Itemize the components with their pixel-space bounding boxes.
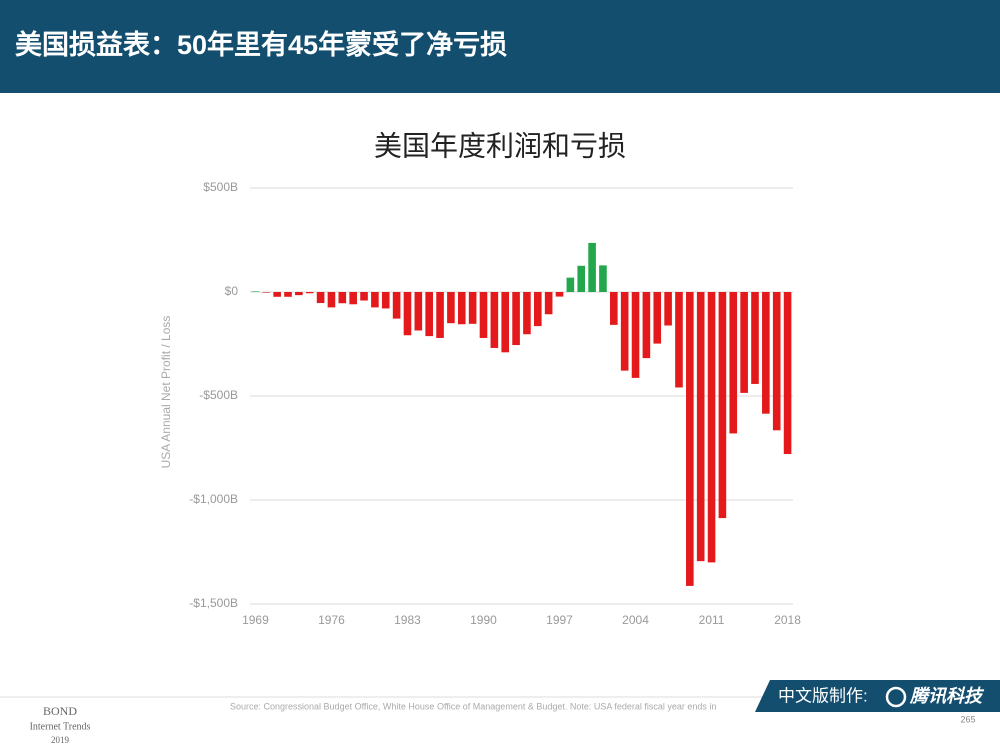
x-tick-label: 1990 [470, 613, 497, 627]
bar [610, 292, 618, 325]
bar [577, 265, 586, 292]
bar [425, 292, 433, 337]
bar [371, 292, 379, 308]
bar [501, 292, 510, 353]
year: 2019 [51, 735, 70, 745]
bar [436, 292, 444, 338]
bar [338, 292, 347, 304]
bar [718, 292, 727, 519]
x-tick-label: 1969 [242, 613, 269, 627]
x-tick-label: 1997 [546, 613, 573, 627]
bar [631, 292, 640, 378]
x-tick-label: 2011 [699, 613, 725, 627]
bar [544, 292, 553, 315]
x-tick-label: 2004 [622, 613, 649, 627]
bar [762, 292, 770, 414]
bar [620, 292, 629, 371]
brand: 腾讯科技 [909, 686, 985, 706]
bar [284, 292, 292, 297]
x-tick-label: 1983 [394, 613, 421, 627]
bar [696, 292, 705, 562]
x-tick-label: 1976 [318, 613, 345, 627]
bar [457, 292, 466, 325]
bar [523, 292, 531, 335]
bar [251, 291, 260, 292]
bar [664, 292, 672, 326]
bar [468, 292, 477, 324]
bar [675, 292, 683, 388]
page-number: 265 [960, 714, 975, 724]
bar [381, 292, 390, 309]
bar [490, 292, 499, 348]
y-tick-label: -$500B [199, 388, 238, 402]
chart-title: 美国年度利润和亏损 [374, 130, 626, 161]
x-tick-label: 2018 [774, 613, 801, 627]
bar [414, 292, 423, 331]
credit: 中文版制作: [778, 686, 868, 705]
bar [707, 292, 716, 563]
bar [783, 292, 792, 455]
bar [653, 292, 662, 344]
bar [729, 292, 738, 434]
brand-box [755, 680, 1000, 712]
bar [349, 292, 357, 305]
bar [316, 292, 325, 304]
bar [588, 242, 596, 292]
header-title: 美国损益表：50年里有45年蒙受了净亏损 [15, 29, 507, 60]
bar [599, 265, 607, 292]
bar [533, 292, 542, 327]
brand-icon [885, 686, 907, 708]
bar [305, 292, 314, 294]
y-tick-label: -$1,500B [189, 596, 238, 610]
bar [479, 292, 488, 338]
bond: BOND [43, 704, 77, 718]
bar [740, 292, 748, 393]
bar [273, 292, 281, 297]
bar [772, 292, 781, 431]
bar [686, 292, 694, 586]
bar [555, 292, 564, 297]
report: Internet Trends [30, 721, 91, 732]
bar [566, 277, 575, 292]
bar [392, 292, 401, 319]
bar [295, 292, 303, 296]
y-axis-label: USA Annual Net Profit / Loss [159, 316, 173, 469]
bar [642, 292, 651, 359]
bar [403, 292, 412, 336]
y-tick-label: $500B [203, 180, 238, 194]
bar [327, 292, 336, 308]
header-bar [0, 0, 1000, 93]
source: Source: Congressional Budget Office, Whi… [230, 701, 716, 711]
y-tick-label: -$1,000B [189, 492, 238, 506]
bar [512, 292, 520, 346]
y-tick-label: $0 [225, 284, 239, 298]
bar [447, 292, 455, 324]
bar [360, 292, 368, 301]
bar [751, 292, 759, 384]
bar [262, 292, 271, 293]
